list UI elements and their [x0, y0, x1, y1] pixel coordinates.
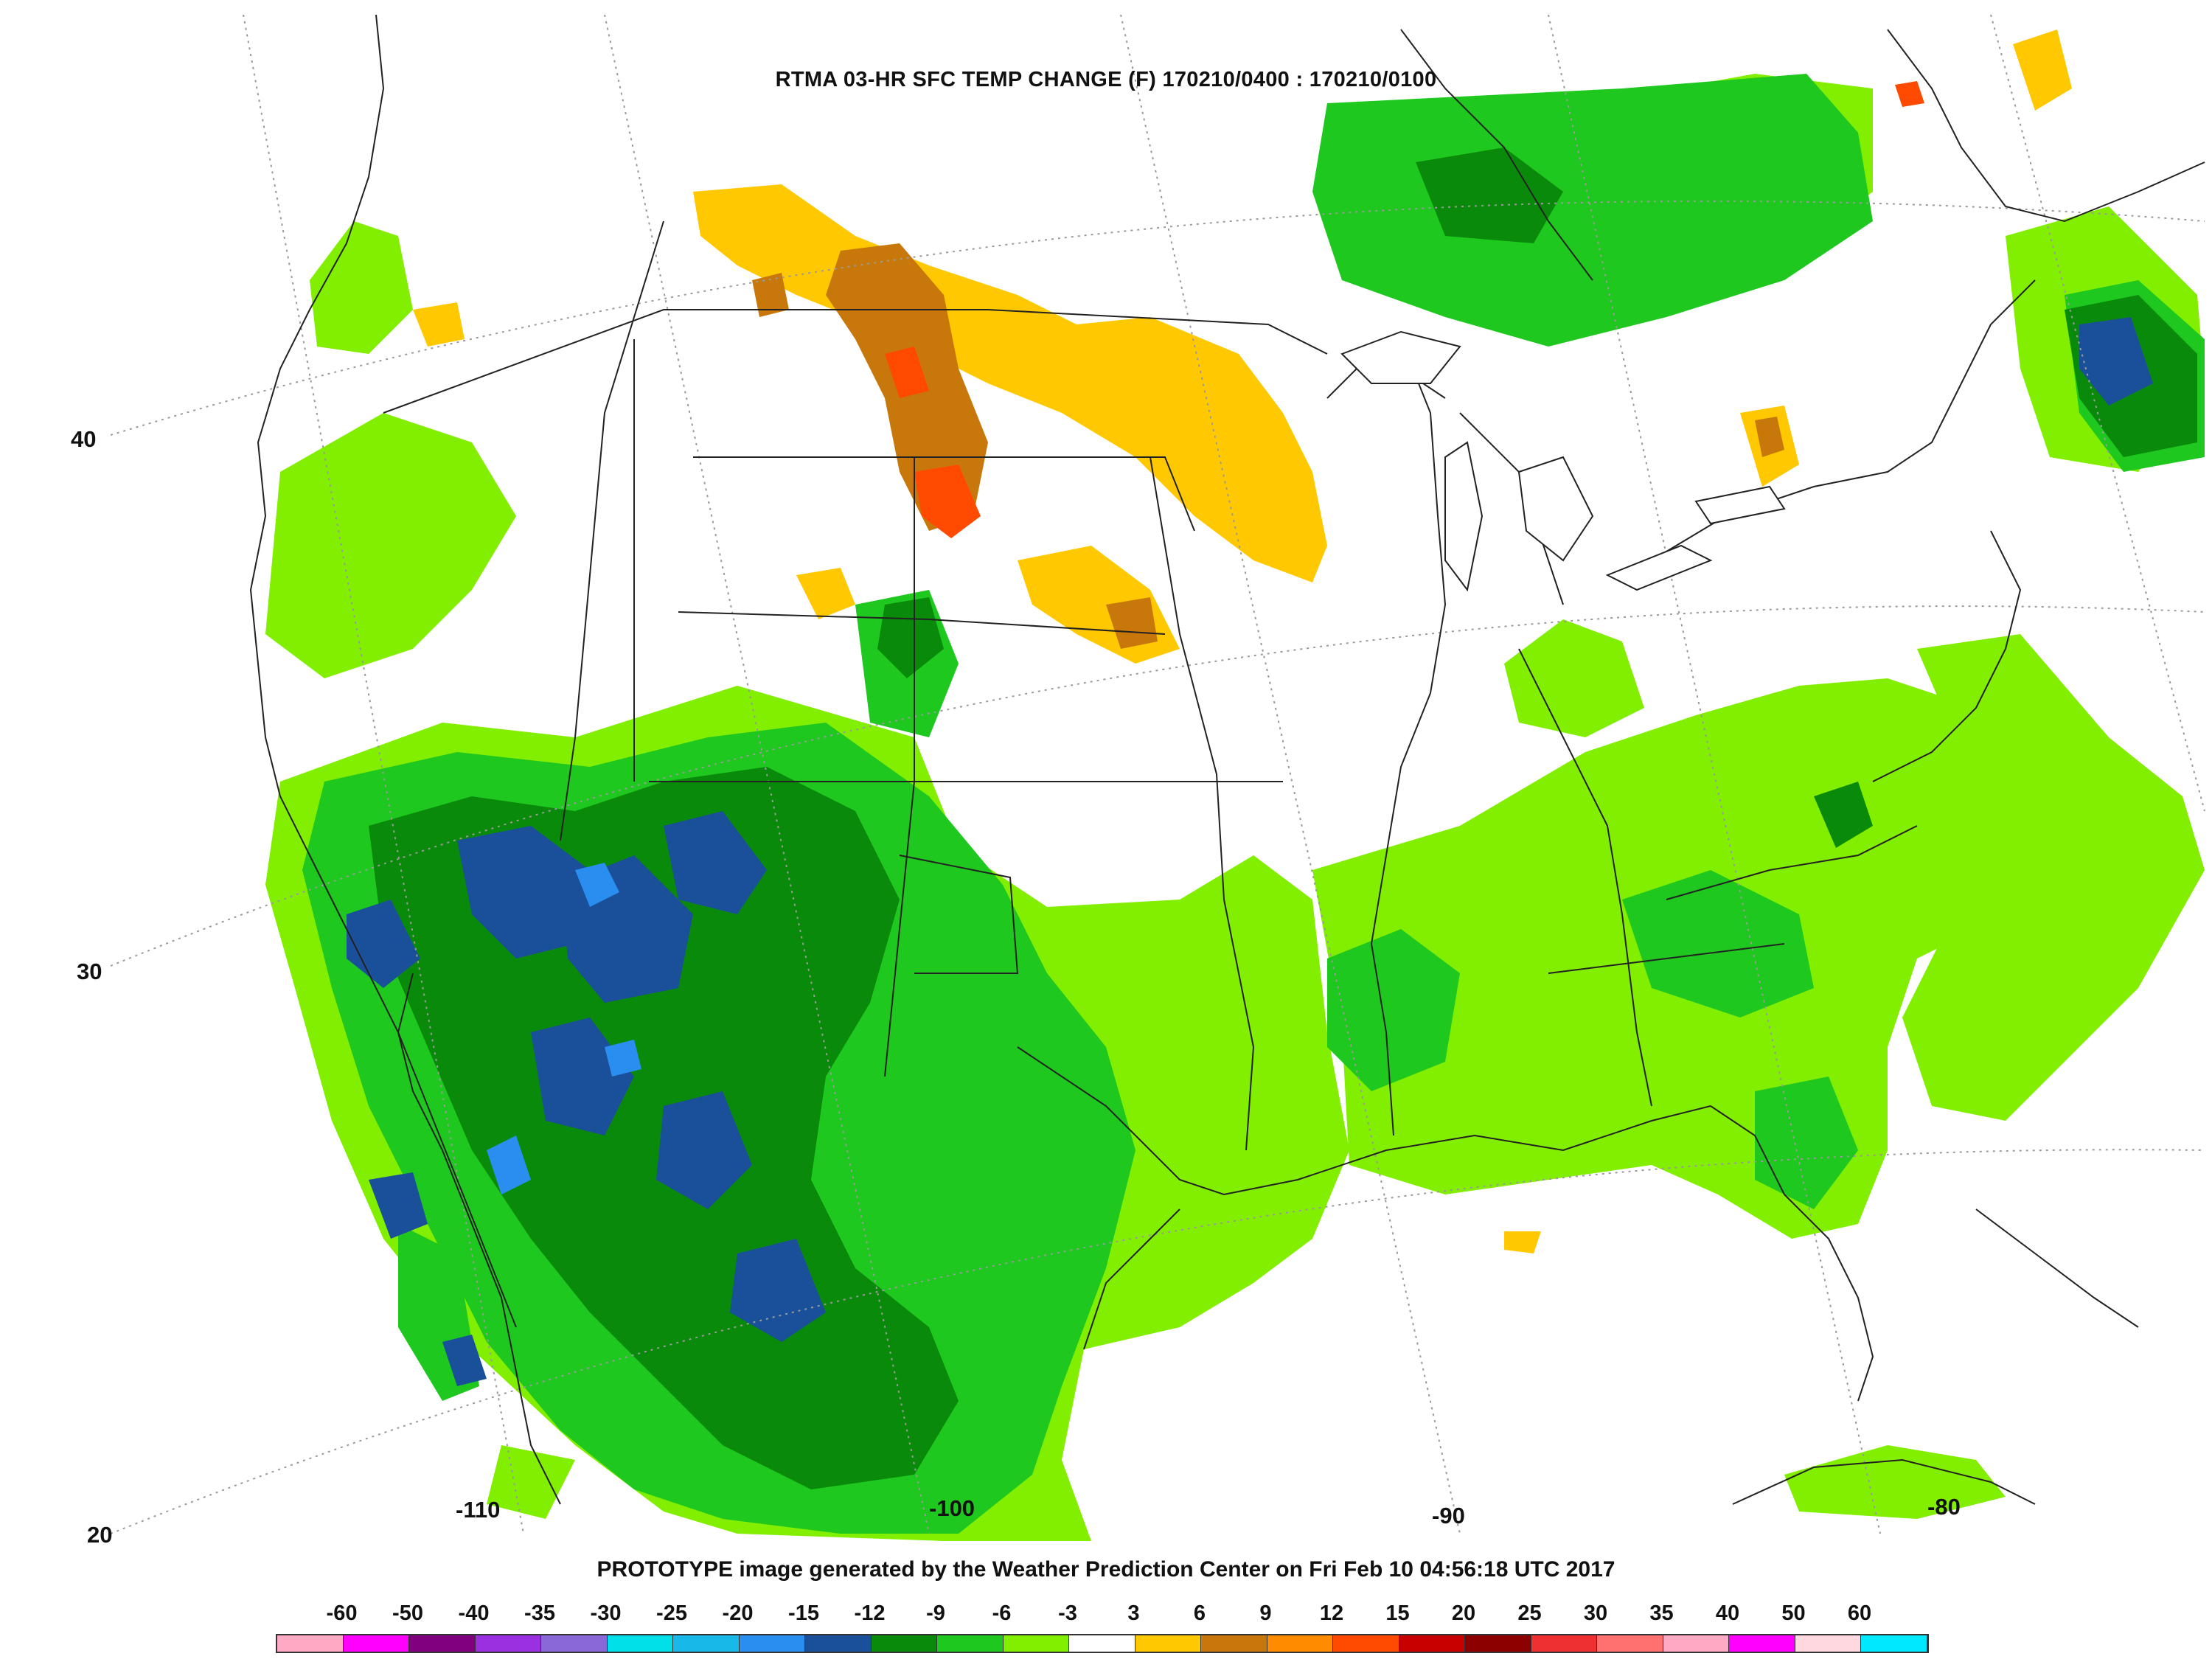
legend-swatch [1663, 1635, 1729, 1652]
legend-label: 30 [1583, 1601, 1608, 1625]
legend-swatch [805, 1635, 872, 1652]
cooling-extreme-spots [487, 863, 641, 1194]
legend-label: -40 [458, 1601, 490, 1625]
color-legend-bar [276, 1634, 1929, 1653]
warming-strong-areas [885, 81, 1924, 538]
legend-swatch [1729, 1635, 1795, 1652]
graticule [110, 14, 2205, 1534]
latitude-label-20: 20 [87, 1522, 113, 1548]
latitude-label-30: 30 [77, 959, 102, 984]
legend-label: -15 [788, 1601, 819, 1625]
legend-swatch [475, 1635, 541, 1652]
legend-swatch [409, 1635, 476, 1652]
longitude-label-90: -90 [1432, 1503, 1465, 1528]
legend-swatch [1135, 1635, 1201, 1652]
legend-swatch [937, 1635, 1004, 1652]
legend-swatch [1267, 1635, 1333, 1652]
legend-label: 40 [1715, 1601, 1740, 1625]
legend-labels: -60 -50 -40 -35 -30 -25 -20 -15 -12 -9 -6 -3 3 6 9 12 15… [0, 1601, 2212, 1631]
legend-swatch [607, 1635, 673, 1652]
legend-swatch [343, 1635, 409, 1652]
legend-label: -6 [992, 1601, 1012, 1625]
legend-label: -3 [1058, 1601, 1077, 1625]
legend-label: 12 [1319, 1601, 1344, 1625]
legend-label: -50 [392, 1601, 423, 1625]
legend-swatch [1531, 1635, 1597, 1652]
legend-swatch [1465, 1635, 1531, 1652]
legend-label: 6 [1193, 1601, 1206, 1625]
legend-swatch [1069, 1635, 1135, 1652]
legend-label: -35 [524, 1601, 555, 1625]
legend-swatch [1333, 1635, 1399, 1652]
legend-label: 20 [1451, 1601, 1476, 1625]
legend-label: 9 [1259, 1601, 1272, 1625]
cooling-max-areas [347, 317, 2153, 1386]
legend-label: 60 [1847, 1601, 1872, 1625]
legend-label: -9 [926, 1601, 945, 1625]
legend-label: -12 [854, 1601, 886, 1625]
legend-swatch [673, 1635, 740, 1652]
legend-swatch [277, 1635, 344, 1652]
legend-swatch [1597, 1635, 1663, 1652]
latitude-label-40: 40 [71, 426, 97, 452]
legend-swatch [1003, 1635, 1069, 1652]
legend-label: 35 [1649, 1601, 1674, 1625]
legend-label: 50 [1781, 1601, 1806, 1625]
footer-caption: PROTOTYPE image generated by the Weather… [597, 1557, 1615, 1582]
longitude-label-110: -110 [456, 1497, 501, 1523]
legend-label: 15 [1385, 1601, 1410, 1625]
legend-label: 3 [1127, 1601, 1140, 1625]
legend-label: -20 [722, 1601, 754, 1625]
legend-swatch [739, 1635, 805, 1652]
map-title: RTMA 03-HR SFC TEMP CHANGE (F) 170210/04… [775, 68, 1437, 91]
legend-swatch [1861, 1635, 1927, 1652]
legend-label: -25 [656, 1601, 687, 1625]
legend-label: -60 [326, 1601, 358, 1625]
legend-label: -30 [590, 1601, 622, 1625]
legend-swatch [1201, 1635, 1267, 1652]
longitude-label-100: -100 [929, 1495, 975, 1521]
longitude-label-80: -80 [1927, 1494, 1961, 1520]
legend-swatch [541, 1635, 608, 1652]
legend-swatch [871, 1635, 937, 1652]
legend-label: 25 [1517, 1601, 1542, 1625]
legend-swatch [1795, 1635, 1861, 1652]
great-lakes [1340, 330, 1786, 592]
legend-swatch [1399, 1635, 1465, 1652]
